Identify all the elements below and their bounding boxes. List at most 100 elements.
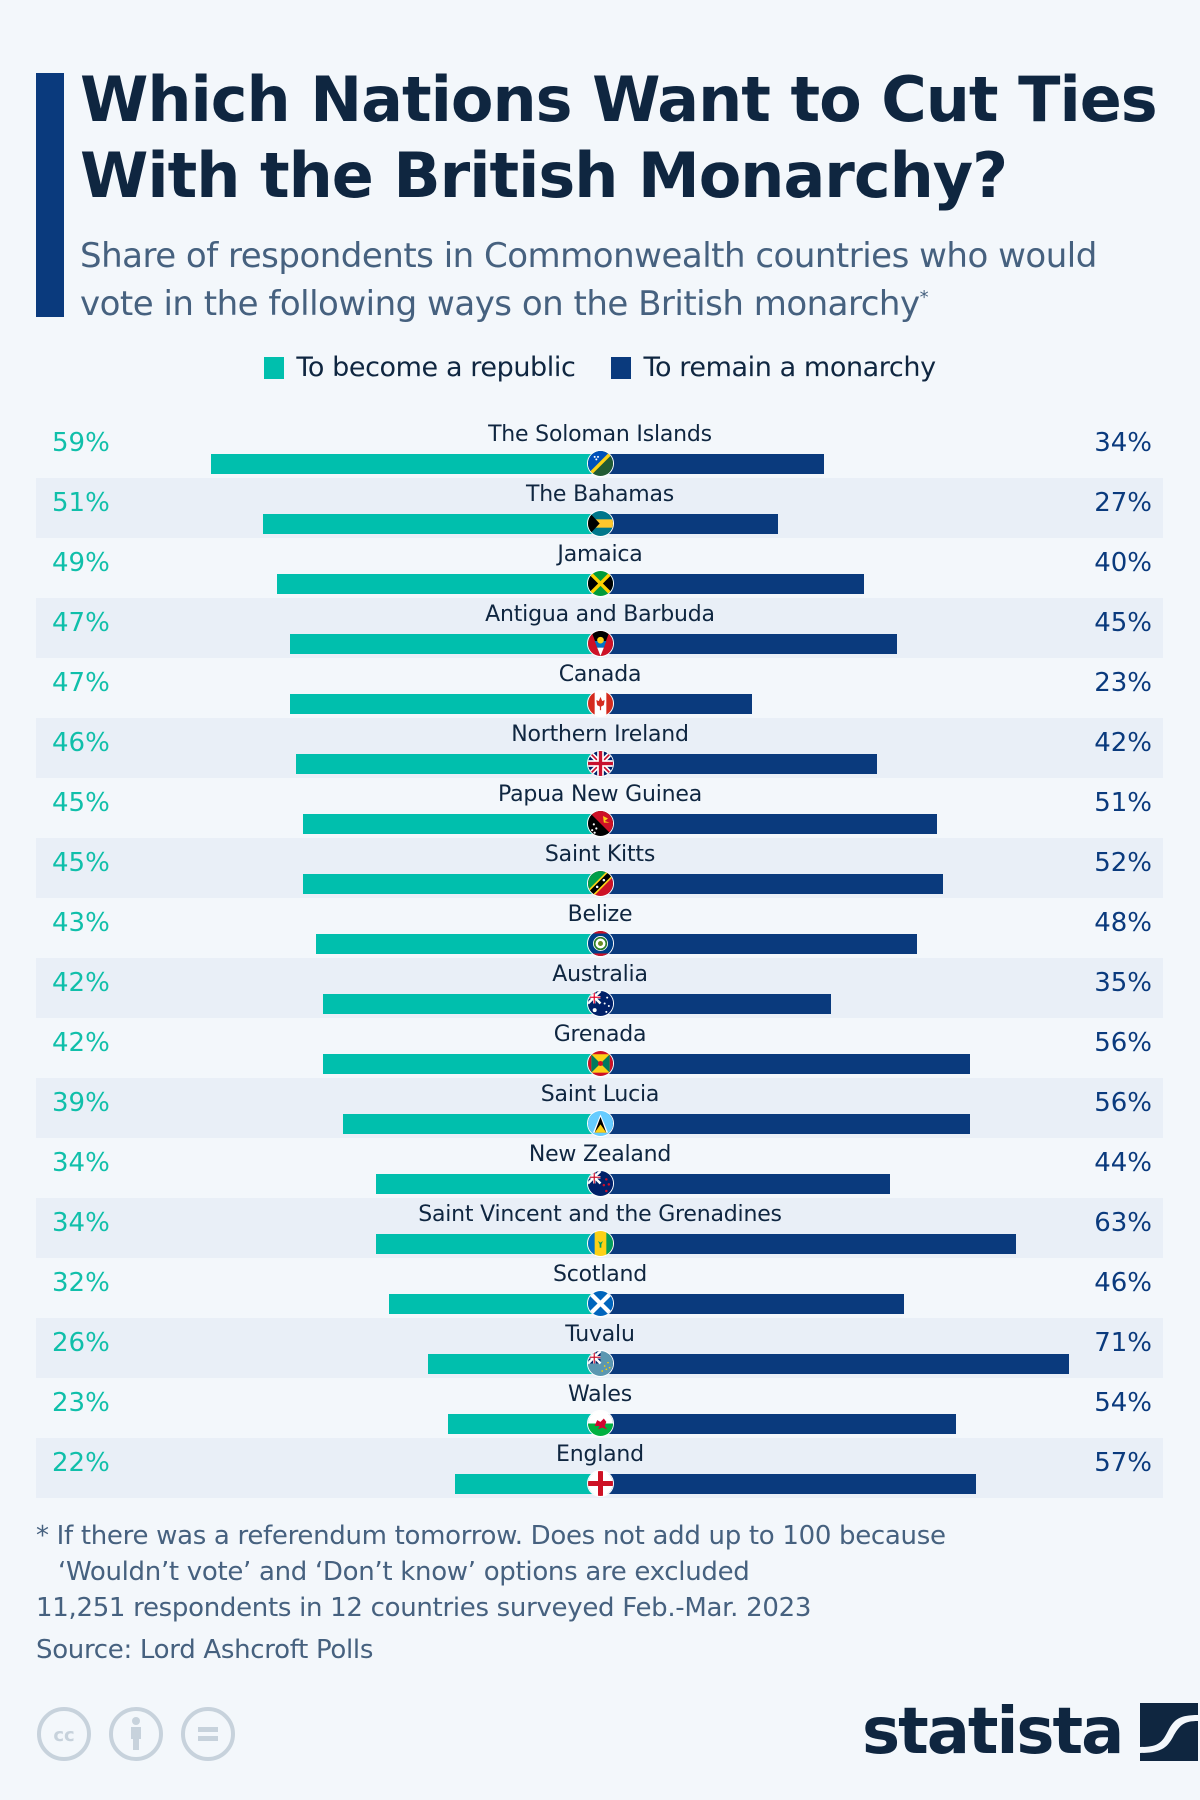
republic-value-label: 22% [52,1448,110,1478]
republic-value-label: 47% [52,668,110,698]
country-label: Canada [558,662,642,687]
republic-bar [296,754,600,774]
republic-value-label: 51% [52,488,110,518]
chart-row: 22% England 57% [36,1438,1163,1498]
republic-bar [263,514,600,534]
legend-item-monarchy: To remain a monarchy [611,352,936,383]
republic-value-label: 59% [52,428,110,458]
chart-row: 51% The Bahamas 27% [36,478,1163,538]
republic-value-label: 39% [52,1088,110,1118]
title-accent-bar [36,73,64,317]
license-icons: cc [36,1706,236,1762]
monarchy-value-label: 42% [1094,728,1152,758]
monarchy-value-label: 27% [1094,488,1152,518]
subtitle-footnote-mark: * [919,287,929,308]
source-text: Source: Lord Ashcroft Polls [36,1635,374,1665]
legend: To become a republic To remain a monarch… [0,352,1200,383]
solomon-islands-flag-icon [586,450,614,477]
grenada-flag-icon [586,1050,614,1077]
republic-value-label: 42% [52,968,110,998]
monarchy-bar [600,694,752,714]
republic-value-label: 34% [52,1148,110,1178]
monarchy-value-label: 23% [1094,668,1152,698]
republic-bar [322,1054,600,1074]
monarchy-value-label: 56% [1094,1088,1152,1118]
chart-row: 49% Jamaica 40% [36,538,1163,598]
republic-bar [289,694,600,714]
chart-row: 42% Grenada 56% [36,1018,1163,1078]
monarchy-bar [600,994,831,1014]
legend-label-republic: To become a republic [296,352,576,383]
belize-flag-icon [586,930,614,957]
legend-item-republic: To become a republic [264,352,576,383]
legend-swatch-monarchy [611,356,632,379]
svg-text:cc: cc [53,1725,74,1746]
scotland-flag-icon [586,1290,614,1317]
chart-subtitle: Share of respondents in Commonwealth cou… [80,232,1180,328]
republic-value-label: 42% [52,1028,110,1058]
republic-value-label: 45% [52,788,110,818]
canada-flag-icon [586,690,614,717]
republic-bar [316,934,600,954]
chart-row: 42% Australia 35% [36,958,1163,1018]
tuvalu-flag-icon [586,1350,614,1377]
republic-bar [210,454,600,474]
statista-logo-text: statista [862,1695,1124,1769]
chart-row: 32% Scotland 46% [36,1258,1163,1318]
country-label: Grenada [553,1022,647,1047]
monarchy-bar [600,1354,1069,1374]
country-label: Saint Lucia [540,1082,660,1107]
legend-swatch-republic [264,356,285,379]
no-derivatives-icon[interactable] [180,1706,236,1762]
republic-bar [276,574,600,594]
chart-row: 26% Tuvalu 71% [36,1318,1163,1378]
country-label: Saint Kitts [544,842,656,867]
country-label: Saint Vincent and the Grenadines [418,1202,782,1227]
cc-icon[interactable]: cc [36,1706,92,1762]
republic-value-label: 47% [52,608,110,638]
republic-bar [428,1354,600,1374]
country-label: The Soloman Islands [488,422,712,447]
country-label: Wales [568,1382,632,1407]
chart-row: 47% Canada 23% [36,658,1163,718]
country-label: England [556,1442,644,1467]
chart-row: 39% Saint Lucia 56% [36,1078,1163,1138]
monarchy-value-label: 48% [1094,908,1152,938]
republic-value-label: 32% [52,1268,110,1298]
saint-lucia-flag-icon [586,1110,614,1137]
monarchy-value-label: 71% [1094,1328,1152,1358]
country-label: Jamaica [557,542,643,567]
monarchy-bar [600,1474,977,1494]
uk-flag-icon [586,750,614,777]
monarchy-value-label: 52% [1094,848,1152,878]
country-label: Papua New Guinea [498,782,702,807]
monarchy-value-label: 51% [1094,788,1152,818]
monarchy-bar [600,754,878,774]
monarchy-bar [600,1294,904,1314]
new-zealand-flag-icon [586,1170,614,1197]
chart-row: 45% Papua New Guinea 51% [36,778,1163,838]
monarchy-value-label: 34% [1094,428,1152,458]
footnote: * If there was a referendum tomorrow. Do… [36,1518,1176,1668]
statista-logo[interactable]: statista [862,1695,1199,1769]
country-label: Scotland [552,1262,648,1287]
attribution-icon[interactable] [108,1706,164,1762]
republic-value-label: 43% [52,908,110,938]
republic-bar [303,814,600,834]
republic-bar [342,1114,600,1134]
monarchy-bar [600,574,864,594]
chart-row: 45% Saint Kitts 52% [36,838,1163,898]
chart-row: 34% Saint Vincent and the Grenadines 63% [36,1198,1163,1258]
country-label: New Zealand [528,1142,672,1167]
monarchy-value-label: 56% [1094,1028,1152,1058]
monarchy-bar [600,934,917,954]
republic-bar [454,1474,600,1494]
saint-vincent-flag-icon [586,1230,614,1257]
monarchy-bar [600,1234,1016,1254]
monarchy-bar [600,1414,957,1434]
monarchy-value-label: 35% [1094,968,1152,998]
chart-row: 46% Northern Ireland 42% [36,718,1163,778]
republic-bar [375,1234,600,1254]
footnote-line-2: ‘Wouldn’t vote’ and ‘Don’t know’ options… [58,1557,750,1587]
republic-bar [289,634,600,654]
